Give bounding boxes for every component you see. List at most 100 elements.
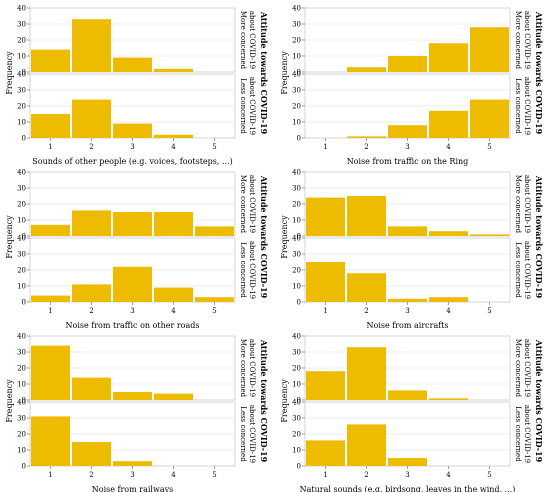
facet-label: Less concerned — [239, 406, 247, 462]
y-tick-label: 0 — [297, 299, 301, 307]
x-tick-label: 3 — [405, 143, 409, 151]
bar — [306, 262, 345, 302]
y-tick-label: 0 — [297, 135, 301, 143]
bar — [72, 377, 111, 400]
y-axis-label: Frequency — [280, 51, 289, 95]
bar — [388, 56, 427, 72]
y-tick-label: 10 — [292, 381, 301, 389]
bar — [306, 197, 345, 236]
facet-label: More concerned — [514, 11, 522, 70]
facet-label: Less concerned — [239, 78, 247, 134]
bar — [388, 390, 427, 400]
y-tick-label: 10 — [292, 53, 301, 61]
facet-less-concerned: 0 10 20 30 40 Less concerned about COVID-19 — [17, 399, 256, 471]
y-axis-label: Frequency — [5, 215, 14, 259]
facet-more-concerned: 0 10 20 30 40 More concerned about COVID-19 — [17, 333, 256, 405]
bar — [347, 67, 386, 72]
x-tick-label: 5 — [487, 143, 491, 151]
bar — [154, 68, 193, 72]
y-tick-label: 20 — [17, 201, 26, 209]
y-tick-label: 0 — [297, 69, 301, 77]
y-tick-label: 10 — [292, 283, 301, 291]
bar — [72, 210, 111, 236]
x-axis-label: Noise from railways — [92, 485, 173, 492]
facet-label: about COVID-19 — [523, 77, 531, 135]
facet-label: about COVID-19 — [523, 175, 531, 233]
facet-label: about COVID-19 — [523, 11, 531, 69]
bar — [72, 99, 111, 138]
x-tick-label: 2 — [364, 143, 368, 151]
facet-less-concerned: 0 10 20 30 40 Less concerned about COVID-19 — [17, 71, 256, 143]
y-tick-label: 20 — [17, 365, 26, 373]
y-tick-label: 0 — [22, 233, 26, 241]
bar — [31, 345, 70, 400]
y-tick-label: 30 — [17, 185, 26, 193]
y-tick-label: 0 — [22, 69, 26, 77]
bar — [429, 110, 468, 138]
facet-label: about COVID-19 — [523, 405, 531, 463]
x-tick-label: 4 — [446, 471, 451, 479]
facet-less-concerned: 0 10 20 30 40 Less concerned about COVID-19 — [17, 235, 256, 307]
y-tick-label: 30 — [292, 349, 301, 357]
y-tick-label: 40 — [292, 235, 301, 243]
y-tick-label: 40 — [292, 169, 301, 177]
y-tick-label: 40 — [17, 399, 26, 407]
x-tick-label: 3 — [130, 471, 134, 479]
bar — [72, 442, 111, 466]
facet-label: More concerned — [514, 175, 522, 234]
x-axis-label: Natural sounds (e.g. birdsong, leaves in… — [300, 485, 516, 492]
facet-label: More concerned — [239, 175, 247, 234]
facet-label: about COVID-19 — [248, 405, 256, 463]
x-tick-label: 4 — [171, 307, 176, 315]
x-tick-label: 3 — [130, 143, 134, 151]
bar — [306, 371, 345, 400]
x-tick-label: 2 — [364, 471, 368, 479]
strip-label: Attitude towards COVID-19 — [534, 11, 544, 135]
y-tick-label: 30 — [17, 21, 26, 29]
y-tick-label: 40 — [17, 333, 26, 341]
facet-label: about COVID-19 — [248, 339, 256, 397]
x-tick-label: 5 — [212, 143, 216, 151]
x-tick-label: 5 — [212, 471, 216, 479]
y-tick-label: 20 — [292, 431, 301, 439]
y-tick-label: 0 — [22, 299, 26, 307]
x-tick-label: 1 — [48, 307, 52, 315]
y-tick-label: 30 — [17, 251, 26, 259]
bar — [154, 393, 193, 400]
bar — [195, 226, 234, 236]
y-tick-label: 20 — [17, 267, 26, 275]
bar — [388, 125, 427, 138]
y-tick-label: 40 — [17, 235, 26, 243]
x-tick-label: 5 — [487, 307, 491, 315]
bar — [470, 27, 509, 72]
y-tick-label: 40 — [292, 71, 301, 79]
x-tick-label: 1 — [48, 471, 52, 479]
y-tick-label: 0 — [297, 233, 301, 241]
bar — [113, 57, 152, 72]
x-tick-label: 3 — [405, 307, 409, 315]
y-tick-label: 20 — [292, 267, 301, 275]
facet-label: about COVID-19 — [523, 339, 531, 397]
bar — [429, 231, 468, 236]
facet-label: More concerned — [239, 339, 247, 398]
y-tick-label: 40 — [292, 5, 301, 13]
strip-label: Attitude towards COVID-19 — [534, 175, 544, 299]
bar — [306, 440, 345, 466]
x-tick-label: 4 — [446, 307, 451, 315]
facet-less-concerned: 0 10 20 30 40 Less concerned about COVID-19 — [292, 399, 531, 471]
facet-label: Less concerned — [239, 242, 247, 298]
facet-label: about COVID-19 — [248, 175, 256, 233]
facet-less-concerned: 0 10 20 30 40 Less concerned about COVID-19 — [292, 71, 531, 143]
x-axis-label: Noise from traffic on the Ring — [347, 157, 469, 166]
facet-label: More concerned — [239, 11, 247, 70]
x-axis-label: Sounds of other people (e.g. voices, foo… — [32, 157, 232, 166]
bar — [154, 134, 193, 138]
facet-label: More concerned — [514, 339, 522, 398]
y-tick-label: 20 — [292, 103, 301, 111]
strip-label: Attitude towards COVID-19 — [259, 11, 269, 135]
bar — [113, 266, 152, 302]
